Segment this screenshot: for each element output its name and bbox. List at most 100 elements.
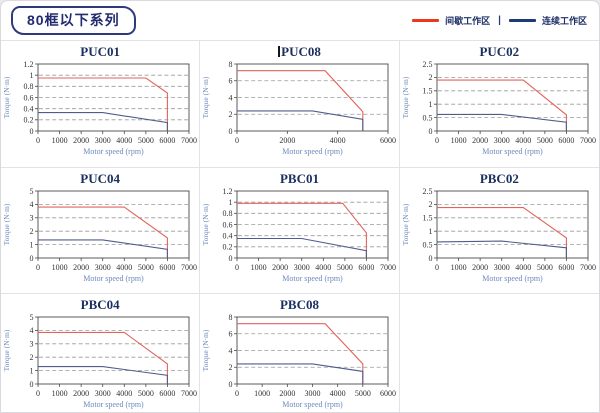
x-tick-label: 4000 xyxy=(330,389,346,398)
chart-cell: PUC08 0 2 4 6 8 0 2000 4000 6000 Motor speed (rpm… xyxy=(200,41,400,168)
legend-item-continuous: 连续工作区 xyxy=(508,14,587,27)
x-tick-label: 6000 xyxy=(160,389,176,398)
x-tick-label: 6000 xyxy=(160,136,176,145)
x-axis-label: Motor speed (rpm) xyxy=(483,274,544,283)
x-tick-label: 6000 xyxy=(359,263,375,272)
x-tick-label: 2000 xyxy=(280,389,296,398)
chart-title: PBC01 xyxy=(200,171,398,186)
chart-title: PUC01 xyxy=(1,44,199,59)
chart-title: PBC04 xyxy=(1,297,199,312)
x-tick-label: 5000 xyxy=(355,389,371,398)
chart-cell: PBC02 0 0.5 1 1.5 2 2.5 0 1000 2000 3000 4000 5000 6… xyxy=(399,168,599,294)
x-tick-label: 3000 xyxy=(95,263,111,272)
x-tick-label: 5000 xyxy=(138,389,154,398)
x-tick-label: 3000 xyxy=(95,389,111,398)
x-tick-label: 6000 xyxy=(160,263,176,272)
y-tick-label: 0 xyxy=(229,127,233,136)
y-tick-label: 0.8 xyxy=(24,82,34,91)
y-tick-label: 1.2 xyxy=(223,187,233,196)
chart-title-text: PUC02 xyxy=(479,44,520,59)
chart-title-text: PBC01 xyxy=(279,171,319,186)
x-tick-label: 1000 xyxy=(52,389,68,398)
x-tick-label: 5000 xyxy=(337,263,353,272)
x-tick-label: 4000 xyxy=(316,263,332,272)
x-tick-label: 5000 xyxy=(138,136,154,145)
x-tick-label: 1000 xyxy=(451,263,467,272)
x-tick-label: 5000 xyxy=(138,263,154,272)
chart-title: PBC08 xyxy=(200,297,398,312)
x-tick-label: 7000 xyxy=(181,263,197,272)
legend-label-continuous: 连续工作区 xyxy=(541,16,587,26)
y-axis-label: Torque (N·m) xyxy=(2,203,11,245)
x-tick-label: 1000 xyxy=(255,389,271,398)
series-continuous xyxy=(38,112,169,131)
chart-plot: 0 2 4 6 8 0 1000 2000 3000 4000 5000 6000 Motor spee… xyxy=(201,313,396,409)
x-tick-label: 3000 xyxy=(305,389,321,398)
x-tick-label: 5000 xyxy=(537,136,553,145)
chart-cell: PUC04 0 1 2 3 4 5 0 1000 2000 3000 4000 5000 6000 700… xyxy=(1,168,201,294)
x-tick-label: 6000 xyxy=(380,136,396,145)
y-tick-label: 0 xyxy=(429,254,433,263)
series-continuous xyxy=(237,110,364,131)
page-title-box: 80框以下系列 xyxy=(11,6,136,35)
empty-cell xyxy=(400,294,599,412)
series-intermittent xyxy=(437,79,568,131)
header: 80框以下系列 间歇工作区 | 连续工作区 xyxy=(1,1,599,40)
x-tick-label: 4000 xyxy=(516,136,532,145)
y-tick-label: 2 xyxy=(30,227,34,236)
x-tick-label: 4000 xyxy=(516,263,532,272)
chart-title-text: PUC08 xyxy=(281,44,321,59)
y-axis-label: Torque (N·m) xyxy=(401,76,410,118)
y-tick-label: 1.2 xyxy=(24,60,34,69)
x-tick-label: 0 xyxy=(435,136,439,145)
y-tick-label: 0 xyxy=(429,127,433,136)
y-tick-label: 2 xyxy=(429,200,433,209)
y-tick-label: 0 xyxy=(229,254,233,263)
series-continuous xyxy=(38,239,169,258)
chart-plot: 0 1 2 3 4 5 0 1000 2000 3000 4000 5000 6000 7000 Motor… xyxy=(2,187,197,283)
charts-grid: PUC01 0 0.2 0.4 0.6 0.8 1 1.2 0 1000 2000 3000 4000… xyxy=(1,40,599,412)
chart-title: PBC02 xyxy=(400,171,599,186)
x-axis-label: Motor speed (rpm) xyxy=(283,400,344,409)
x-tick-label: 1000 xyxy=(52,136,68,145)
x-tick-label: 0 xyxy=(435,263,439,272)
x-tick-label: 2000 xyxy=(472,263,488,272)
chart-cell: PBC01 0 0.2 0.4 0.6 0.8 1 1.2 0 1000 2000 3000 4000… xyxy=(200,168,400,294)
x-tick-label: 3000 xyxy=(494,263,510,272)
x-tick-label: 1000 xyxy=(451,136,467,145)
x-axis-label: Motor speed (rpm) xyxy=(483,147,544,156)
y-tick-label: 1 xyxy=(30,71,34,80)
y-tick-label: 5 xyxy=(30,313,34,322)
x-tick-label: 5000 xyxy=(537,263,553,272)
x-tick-label: 1000 xyxy=(251,263,267,272)
x-tick-label: 4000 xyxy=(330,136,346,145)
series-continuous xyxy=(237,363,364,384)
y-tick-label: 1 xyxy=(30,240,34,249)
chart-title-text: PBC04 xyxy=(80,297,120,312)
chart-title: PUC02 xyxy=(400,44,599,59)
y-tick-label: 3 xyxy=(30,340,34,349)
x-tick-label: 4000 xyxy=(116,263,132,272)
y-tick-label: 1.5 xyxy=(423,214,433,223)
chart-plot: 0 0.2 0.4 0.6 0.8 1 1.2 0 1000 2000 3000 4000 5000 60… xyxy=(2,60,197,156)
chart-plot: 0 0.5 1 1.5 2 2.5 0 1000 2000 3000 4000 5000 6000 700… xyxy=(401,187,596,283)
y-tick-label: 0 xyxy=(30,254,34,263)
x-axis-label: Motor speed (rpm) xyxy=(83,274,144,283)
legend-label-intermittent: 间歇工作区 xyxy=(445,16,491,26)
y-tick-label: 1 xyxy=(429,227,433,236)
x-tick-label: 0 xyxy=(235,136,239,145)
chart-title-text: PUC01 xyxy=(80,44,121,59)
legend-line-continuous-icon xyxy=(508,19,536,22)
legend-separator: | xyxy=(498,15,501,26)
series-continuous xyxy=(237,237,368,258)
x-axis-label: Motor speed (rpm) xyxy=(283,147,344,156)
chart-title-text: PBC08 xyxy=(279,297,319,312)
plot-frame xyxy=(436,190,589,259)
x-tick-label: 2000 xyxy=(280,136,296,145)
y-tick-label: 4 xyxy=(229,93,233,102)
y-tick-label: 4 xyxy=(30,326,34,335)
chart-title: PUC08 xyxy=(200,44,398,59)
chart-title: PUC04 xyxy=(1,171,199,186)
x-tick-label: 7000 xyxy=(580,136,596,145)
x-tick-label: 3000 xyxy=(494,136,510,145)
